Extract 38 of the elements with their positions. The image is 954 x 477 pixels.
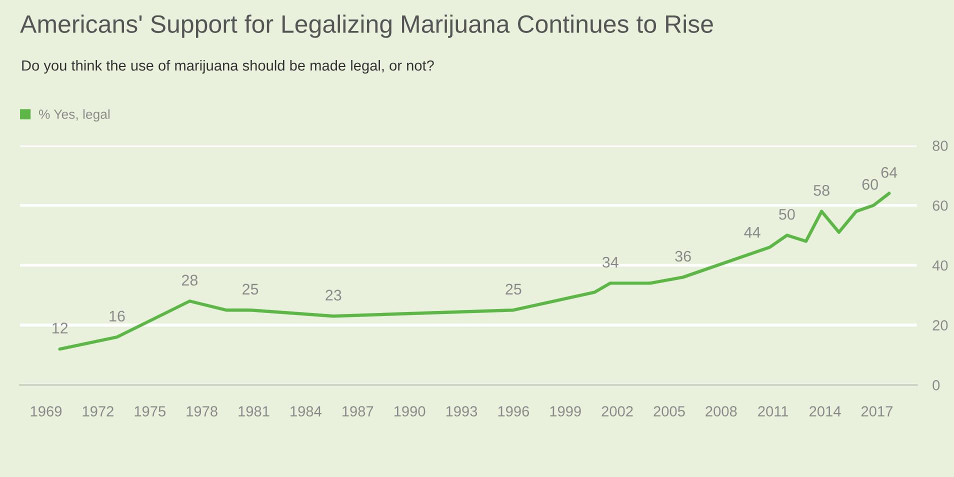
x-tick-label: 2014 (810, 406, 841, 416)
x-tick-label: 2008 (706, 406, 737, 416)
data-label: 16 (110, 310, 125, 322)
x-tick-label: 1972 (82, 406, 114, 416)
x-tick-label: 1987 (342, 406, 374, 416)
x-tick-label: 1993 (446, 406, 478, 416)
data-label: 50 (779, 208, 795, 220)
data-label: 28 (182, 274, 198, 286)
data-label: 23 (326, 290, 342, 301)
legend-label: % Yes, legal (38, 109, 110, 122)
x-tick-label: 1969 (30, 406, 62, 416)
data-label: 44 (744, 227, 760, 238)
y-tick-label: 80 (932, 140, 948, 151)
data-label: 25 (242, 284, 258, 295)
data-label: 64 (881, 167, 898, 178)
x-tick-label: 2017 (861, 406, 892, 416)
data-label: 36 (675, 250, 691, 262)
chart-title: Americans' Support for Legalizing Marijuana Continues to Rise (20, 14, 713, 38)
data-label: 58 (814, 184, 830, 196)
x-tick-label: 2002 (602, 406, 633, 416)
x-tick-label: 2011 (758, 406, 788, 416)
x-tick-label: 1975 (134, 406, 166, 416)
data-label: 60 (862, 179, 878, 190)
x-tick-label: 1981 (238, 406, 270, 416)
data-label: 12 (52, 322, 68, 334)
data-label: 34 (602, 256, 618, 268)
y-tick-label: 60 (932, 200, 948, 211)
y-tick-label: 0 (932, 380, 940, 390)
x-tick-label: 1978 (186, 406, 218, 416)
x-tick-label: 1999 (550, 406, 581, 416)
chart-subtitle: Do you think the use of marijuana should be made legal, or not? (22, 60, 434, 74)
x-tick-label: 1984 (290, 406, 322, 416)
data-label: 25 (506, 284, 522, 295)
y-tick-label: 20 (932, 320, 948, 331)
x-tick-label: 1996 (498, 406, 530, 416)
x-tick-label: 2005 (654, 406, 685, 416)
y-tick-label: 40 (932, 260, 948, 271)
x-tick-label: 1990 (394, 406, 426, 416)
